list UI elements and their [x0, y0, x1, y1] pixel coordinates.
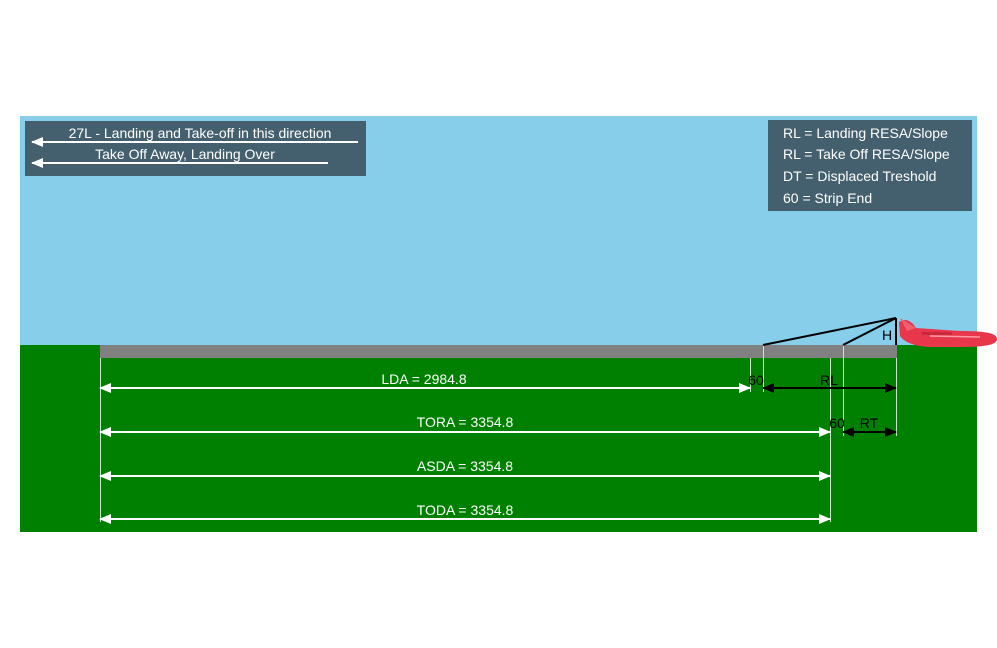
takeoff-slope-line — [842, 317, 897, 346]
direction-panel: 27L - Landing and Take-off in this direc… — [25, 121, 366, 176]
direction-line-1: 27L - Landing and Take-off in this direc… — [69, 125, 332, 141]
landing-slope-line — [762, 317, 897, 346]
toda-label: TODA = 3354.8 — [417, 502, 514, 518]
asda-label: ASDA = 3354.8 — [417, 458, 513, 474]
rt-label: RT — [860, 415, 879, 431]
ground-area — [20, 345, 977, 532]
obstacle-slopes — [762, 317, 897, 346]
obstacle-height-label: H — [882, 327, 892, 343]
strip-end-landing-label: 60 — [748, 372, 764, 388]
resa-arrows — [762, 383, 897, 437]
strip-end-takeoff-label: 60 — [829, 415, 845, 431]
legend-item-strip-end: 60 = Strip End — [783, 190, 872, 206]
direction-line-2: Take Off Away, Landing Over — [95, 146, 275, 162]
runway-strip — [100, 345, 897, 358]
lda-label: LDA = 2984.8 — [381, 371, 466, 387]
legend-panel: RL = Landing RESA/Slope RL = Take Off RE… — [768, 120, 972, 211]
rl-label: RL — [820, 372, 838, 388]
distance-arrows — [99, 383, 831, 524]
legend-item-landing-resa: RL = Landing RESA/Slope — [783, 125, 948, 141]
legend-item-displaced-threshold: DT = Displaced Treshold — [783, 168, 936, 184]
legend-item-takeoff-resa: RL = Take Off RESA/Slope — [783, 146, 950, 162]
aircraft-obstacle-icon — [899, 318, 997, 347]
tora-label: TORA = 3354.8 — [417, 414, 514, 430]
